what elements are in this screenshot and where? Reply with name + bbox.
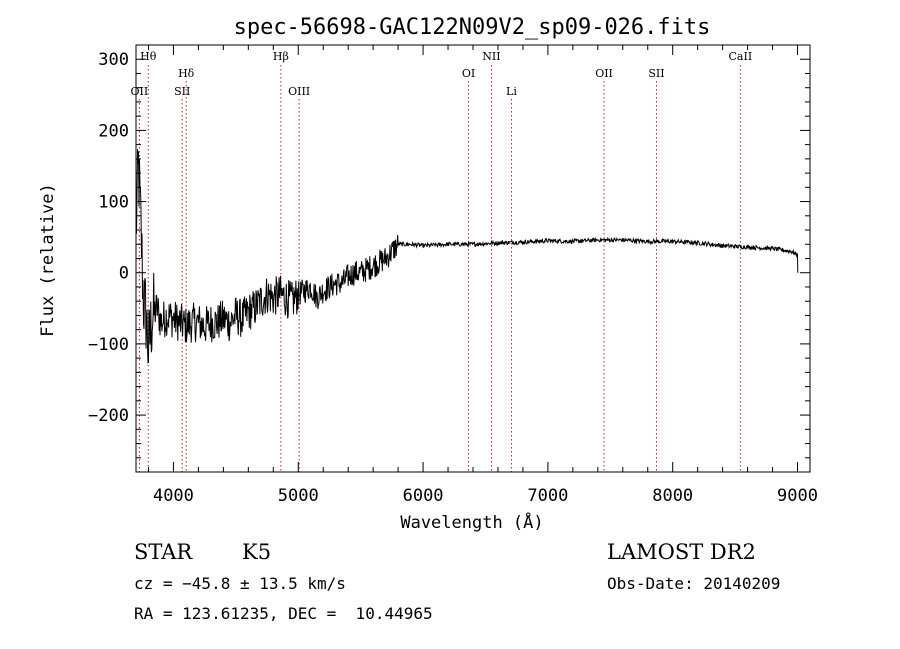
plot-frame (135, 44, 811, 473)
emission-line-label: Hθ (140, 50, 157, 63)
emission-line-label: OII (131, 85, 149, 98)
x-tick-label: 6000 (403, 486, 444, 506)
y-tick-label: 300 (98, 50, 129, 70)
y-tick-label: 100 (98, 193, 129, 213)
y-tick-label: −200 (88, 406, 129, 426)
emission-line-label: NII (482, 50, 500, 63)
survey-name: LAMOST DR2 (607, 540, 756, 564)
x-tick-label: 8000 (652, 486, 693, 506)
x-axis-label: Wavelength (Å) (400, 511, 543, 533)
x-tick-label: 7000 (527, 486, 568, 506)
emission-line-label: SII (174, 85, 190, 98)
emission-line-label: Hδ (178, 67, 195, 80)
chart-title: spec-56698-GAC122N09V2_sp09-026.fits (234, 15, 711, 40)
spectral-subclass: K5 (242, 540, 272, 564)
spectrum-series (135, 149, 799, 364)
emission-line-label: OII (595, 67, 613, 80)
redshift-cz: cz = −45.8 ± 13.5 km/s (134, 574, 346, 593)
x-tick-label: 5000 (278, 486, 319, 506)
emission-line-label: CaII (729, 50, 753, 63)
emission-line-label: Li (506, 85, 517, 98)
spectrum-line (135, 149, 799, 364)
emission-line-label: OI (462, 67, 475, 80)
emission-line-label: SII (648, 67, 664, 80)
emission-lines: Hθ OII Hδ SII Hβ OIII OI NII Li OII SII CaII (131, 50, 753, 472)
y-axis-label: Flux (relative) (38, 183, 58, 337)
y-tick-label: 0 (119, 264, 129, 284)
y-tick-label: 200 (98, 121, 129, 141)
axis-ticks: 4000 5000 6000 7000 8000 9000 −200 −100 0 100 200 3… (88, 44, 818, 506)
obs-date: Obs-Date: 20140209 (607, 574, 781, 593)
object-class: STAR (134, 540, 193, 564)
x-tick-label: 4000 (153, 486, 194, 506)
y-tick-label: −100 (88, 335, 129, 355)
emission-line-label: Hβ (273, 50, 289, 63)
x-tick-label: 9000 (777, 486, 818, 506)
emission-line-label: OIII (288, 85, 310, 98)
ra-dec: RA = 123.61235, DEC = 10.44965 (134, 604, 433, 623)
